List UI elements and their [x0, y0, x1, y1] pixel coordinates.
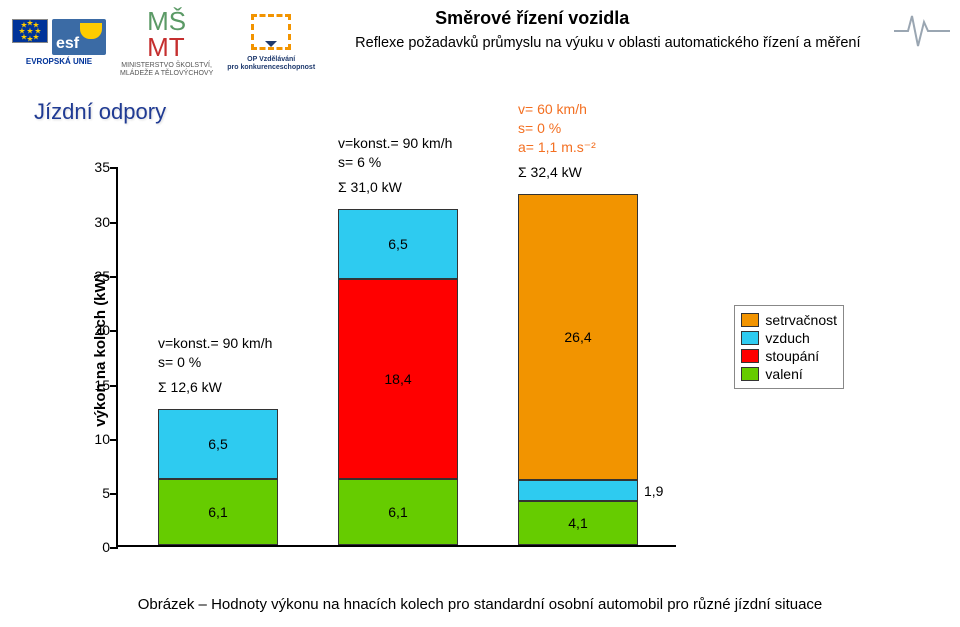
bar-segment-valeni	[518, 501, 638, 546]
bar-annotation: v=konst.= 90 km/hs= 6 %Σ 31,0 kW	[338, 134, 538, 197]
bar-segment-setrvacnost	[518, 194, 638, 481]
y-tick	[110, 547, 118, 549]
bar-annotation: v= 60 km/hs= 0 %a= 1,1 m.s⁻²Σ 32,4 kW	[518, 100, 718, 182]
y-tick	[110, 167, 118, 169]
y-tick-label: 5	[76, 485, 110, 501]
title-area: Směrové řízení vozidla Reflexe požadavků…	[355, 8, 948, 51]
legend-label: stoupání	[765, 348, 819, 364]
legend-swatch-icon	[741, 313, 759, 327]
y-tick-label: 20	[76, 322, 110, 338]
opvk-logo-block: OP Vzdělávání pro konkurenceschopnost	[227, 14, 315, 71]
bar-segment-label: 1,9	[644, 483, 684, 499]
msmt-logo-block: MŠMT MINISTERSTVO ŠKOLSTVÍ, MLÁDEŽE A TĚ…	[120, 8, 213, 77]
msmt-text: MINISTERSTVO ŠKOLSTVÍ, MLÁDEŽE A TĚLOVÝC…	[120, 62, 213, 77]
legend-swatch-icon	[741, 331, 759, 345]
legend-item-stoupani: stoupání	[741, 348, 837, 364]
eu-flag-icon	[12, 19, 48, 43]
bar-segment-vzduch	[158, 409, 278, 480]
caption: Obrázek – Hodnoty výkonu na hnacích kole…	[0, 596, 960, 613]
bar-segment-valeni	[158, 479, 278, 545]
section-title: Jízdní odpory	[34, 99, 960, 125]
opvk-text: OP Vzdělávání pro konkurenceschopnost	[227, 56, 315, 71]
chart-plot: 051015202530356,16,5v=konst.= 90 km/hs= …	[116, 167, 676, 547]
y-tick-label: 30	[76, 214, 110, 230]
bar-segment-valeni	[338, 479, 458, 545]
y-tick	[110, 330, 118, 332]
y-tick	[110, 439, 118, 441]
esf-logo-icon: esf	[52, 19, 106, 55]
y-tick-label: 0	[76, 539, 110, 555]
header: esf EVROPSKÁ UNIE MŠMT MINISTERSTVO ŠKOL…	[0, 0, 960, 81]
y-tick	[110, 493, 118, 495]
eu-logo-block: esf EVROPSKÁ UNIE	[12, 19, 106, 66]
opvk-icon	[251, 14, 291, 50]
legend-item-valeni: valení	[741, 366, 837, 382]
y-tick-label: 15	[76, 377, 110, 393]
legend-item-vzduch: vzduch	[741, 330, 837, 346]
y-tick	[110, 276, 118, 278]
legend-swatch-icon	[741, 367, 759, 381]
bar-annotation: v=konst.= 90 km/hs= 0 %Σ 12,6 kW	[158, 334, 358, 397]
msmt-icon: MŠMT	[147, 8, 186, 60]
legend-swatch-icon	[741, 349, 759, 363]
legend-label: setrvačnost	[765, 312, 837, 328]
chart-legend: setrvačnost vzduch stoupání valení	[734, 305, 844, 389]
y-axis-label: výkon na kolech (kW)	[92, 274, 109, 427]
waveform-icon	[892, 14, 952, 48]
bar-segment-vzduch	[338, 209, 458, 280]
page-subtitle: Reflexe požadavků průmyslu na výuku v ob…	[355, 35, 948, 51]
legend-label: vzduch	[765, 330, 809, 346]
logos: esf EVROPSKÁ UNIE MŠMT MINISTERSTVO ŠKOL…	[12, 8, 315, 77]
bar-segment-vzduch	[518, 480, 638, 501]
y-tick-label: 35	[76, 159, 110, 175]
legend-item-setrvacnost: setrvačnost	[741, 312, 837, 328]
page-title: Směrové řízení vozidla	[355, 8, 948, 29]
chart: výkon na kolech (kW) 051015202530356,16,…	[60, 135, 880, 565]
y-tick-label: 25	[76, 268, 110, 284]
bar-segment-stoupani	[338, 279, 458, 479]
legend-label: valení	[765, 366, 802, 382]
y-tick	[110, 222, 118, 224]
eu-label: EVROPSKÁ UNIE	[26, 57, 92, 66]
y-tick	[110, 385, 118, 387]
y-tick-label: 10	[76, 431, 110, 447]
